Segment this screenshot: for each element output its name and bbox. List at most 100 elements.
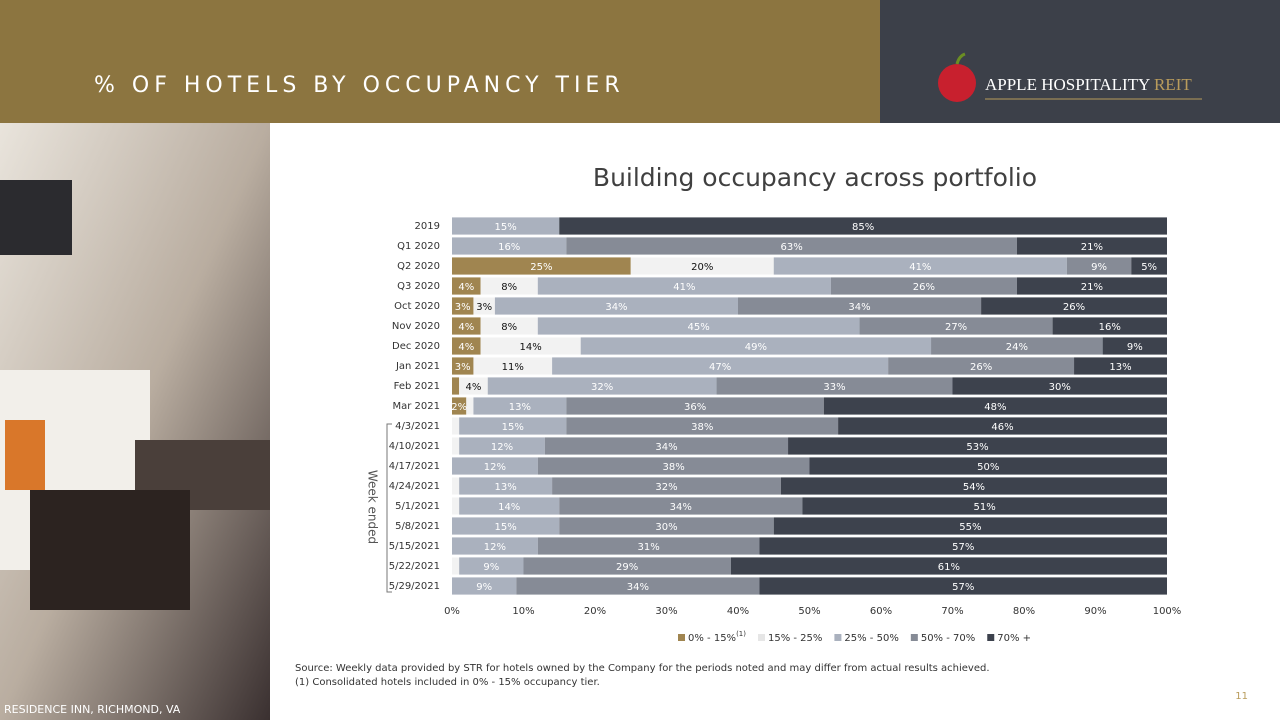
bar-segment [459,377,488,395]
data-label: 5% [1141,262,1157,273]
bar-segment [823,397,1167,415]
data-label: 4% [458,282,474,293]
photo-caption: RESIDENCE INN, RICHMOND, VA [4,703,181,716]
bar-segment [759,537,1167,555]
data-label: 30% [655,522,677,533]
data-label: 24% [1006,342,1028,353]
data-label: 32% [655,482,677,493]
data-label: 32% [591,382,613,393]
data-label: 3% [476,302,492,313]
bar-segment [452,237,567,255]
data-label: 9% [476,582,492,593]
bar-segment [516,577,760,595]
y-tick-label: Nov 2020 [392,321,440,332]
bar-segment [559,497,803,515]
bar-segment [452,537,538,555]
data-label: 11% [502,362,524,373]
legend-label: 50% - 70% [921,633,975,644]
data-label: 4% [458,342,474,353]
bar-segment [452,357,474,375]
data-label: 31% [638,542,660,553]
bar-segment [888,357,1075,375]
bar-segment [716,377,953,395]
x-tick-label: 20% [584,606,606,617]
page-number: 11 [1235,691,1248,702]
bar-segment [537,277,831,295]
data-label: 34% [655,442,677,453]
bar-segment [452,377,460,395]
legend-swatch [834,634,842,641]
bar-segment [552,477,781,495]
data-label: 55% [959,522,981,533]
y-tick-label: 5/1/2021 [395,501,440,512]
data-label: 33% [823,382,845,393]
bar-segment [788,437,1167,455]
bar-segment [459,477,553,495]
data-label: 21% [1081,282,1103,293]
data-label: 16% [498,242,520,253]
bar-segment [730,557,1167,575]
data-label: 8% [501,282,517,293]
legend-name: 15% - 25% [768,633,822,644]
data-label: 27% [945,322,967,333]
data-label: 30% [1049,382,1071,393]
bar-segment [780,477,1167,495]
bar-segment [859,317,1053,335]
data-label: 2% [451,402,467,413]
bar-segment [473,397,567,415]
data-label: 4% [466,382,482,393]
bar-segment [566,237,1017,255]
bar-segment [494,297,738,315]
data-label: 3% [455,362,471,373]
data-label: 26% [970,362,992,373]
data-label: 15% [495,222,517,233]
bar-segment [452,277,481,295]
x-tick-label: 90% [1084,606,1106,617]
bar-segment [452,337,481,355]
data-label: 36% [684,402,706,413]
bar-segment [1066,257,1132,275]
bar-segment [537,317,860,335]
y-tick-label: 4/3/2021 [395,421,440,432]
y-tick-label: 4/24/2021 [389,481,440,492]
data-label: 26% [913,282,935,293]
legend-swatch [757,634,765,641]
legend-name: 0% - 15% [688,633,736,644]
footnote: (1) Consolidated hotels included in 0% -… [295,677,600,688]
bar-segment [1102,337,1167,355]
legend-swatch [910,634,918,641]
data-label: 12% [484,462,506,473]
bar-segment [559,517,774,535]
source-note: Source: Weekly data provided by STR for … [295,663,990,674]
data-label: 85% [852,222,874,233]
group-bracket [386,423,392,593]
bar-segment [544,437,789,455]
data-label: 4% [458,322,474,333]
data-label: 25% [530,262,552,273]
bar-segment [452,517,560,535]
bar-segment [452,217,560,235]
photo-fire [5,420,45,490]
x-tick-label: 50% [798,606,820,617]
bar-segment [1016,277,1167,295]
bar-segment [480,337,581,355]
data-label: 63% [781,242,803,253]
bar-segment [452,297,474,315]
bar-segment [480,277,538,295]
data-label: 57% [952,582,974,593]
header-title: % OF HOTELS BY OCCUPANCY TIER [94,73,625,98]
data-label: 45% [688,322,710,333]
data-label: 14% [520,342,542,353]
bar-segment [452,497,460,515]
y-tick-label: Oct 2020 [394,301,440,312]
data-label: 8% [501,322,517,333]
legend-label: 15% - 25% [768,633,822,644]
photo-tv [0,180,72,255]
data-label: 41% [909,262,931,273]
legend-note: (1) [736,630,746,638]
bar-segment [459,437,545,455]
y-tick-label: Feb 2021 [394,381,440,392]
legend-name: 70% + [997,633,1031,644]
logo-apple [938,64,976,102]
